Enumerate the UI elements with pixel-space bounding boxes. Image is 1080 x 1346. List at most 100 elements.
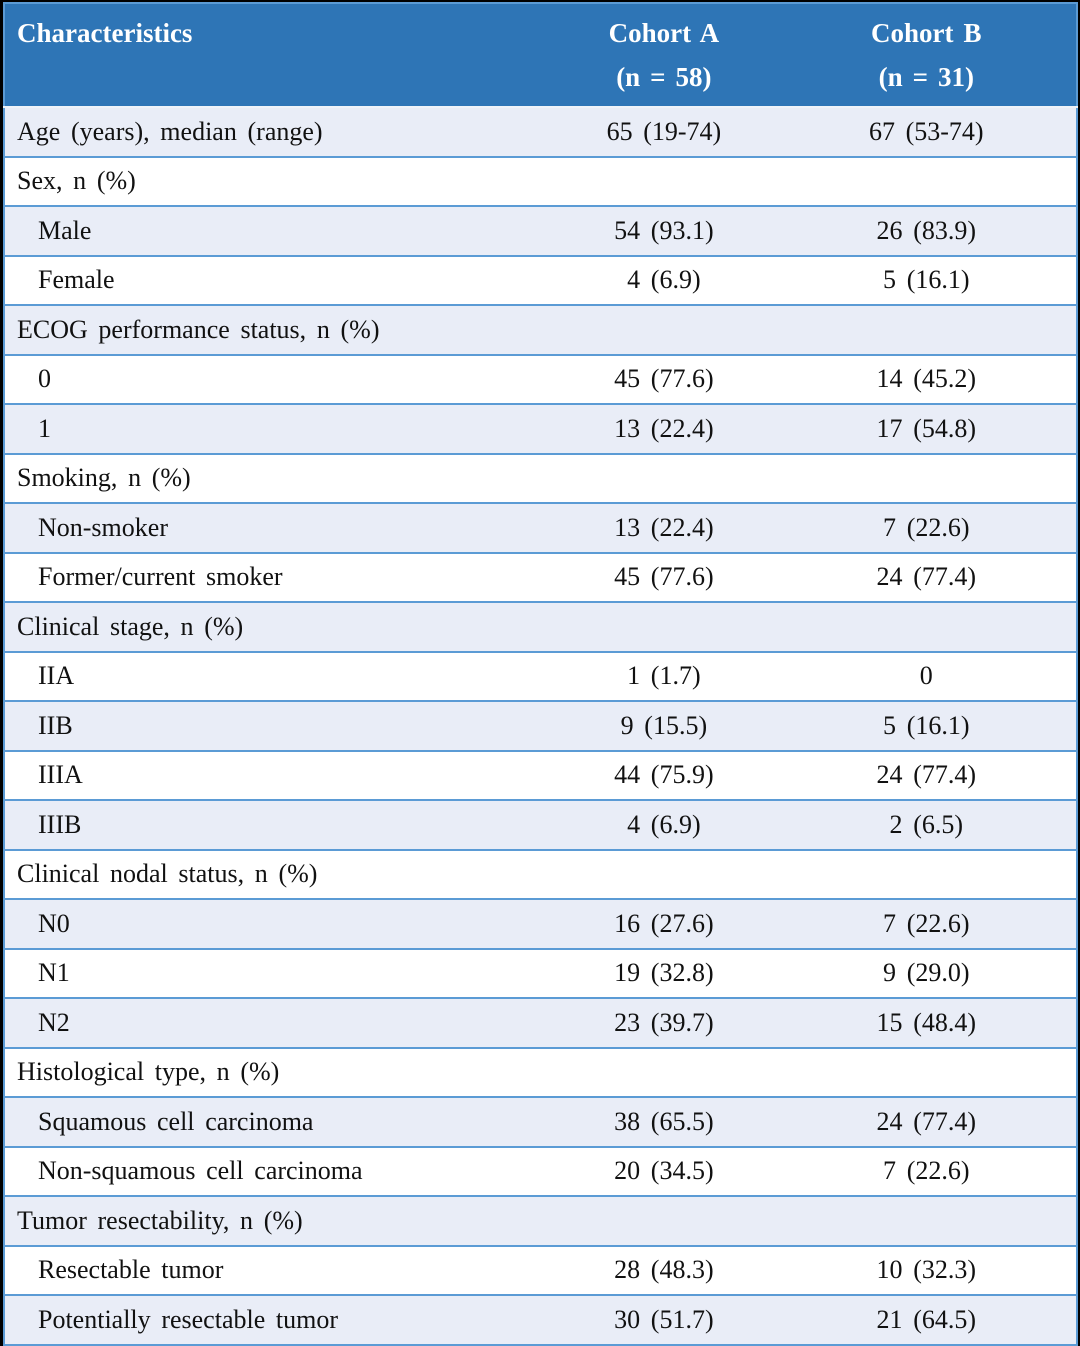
cohort-b-value: 10 (32.3) xyxy=(776,1244,1077,1295)
table-row: Non-smoker 13 (22.4) 7 (22.6) xyxy=(4,502,1077,553)
cohort-a-value xyxy=(551,304,777,355)
cohort-b-value: 7 (22.6) xyxy=(776,502,1077,553)
cohort-b-value xyxy=(776,1195,1077,1246)
row-label: Female xyxy=(4,254,552,305)
table-row: Smoking, n (%) xyxy=(4,452,1077,503)
cohort-b-value: 21 (64.5) xyxy=(776,1294,1077,1345)
column-header-characteristics-label: Characteristics xyxy=(17,18,193,48)
row-label: Former/current smoker xyxy=(4,551,552,602)
table-row: Non-squamous cell carcinoma 20 (34.5) 7 (2… xyxy=(4,1145,1077,1196)
cohort-b-value xyxy=(776,601,1077,652)
table-row: Former/current smoker 45 (77.6) 24 (77.4) xyxy=(4,551,1077,602)
table-row: N1 19 (32.8) 9 (29.0) xyxy=(4,947,1077,998)
table-row: Female 4 (6.9) 5 (16.1) xyxy=(4,254,1077,305)
table-row: Tumor resectability, n (%) xyxy=(4,1195,1077,1246)
cohort-a-value: 45 (77.6) xyxy=(551,353,777,404)
cohort-b-value: 24 (77.4) xyxy=(776,1096,1077,1147)
column-header-characteristics: Characteristics xyxy=(4,3,552,108)
cohort-a-value xyxy=(551,1046,777,1097)
row-label: Clinical stage, n (%) xyxy=(4,601,552,652)
table-row: Clinical stage, n (%) xyxy=(4,601,1077,652)
cohort-a-title: Cohort A xyxy=(608,18,720,48)
cohort-a-value: 28 (48.3) xyxy=(551,1244,777,1295)
cohort-a-value: 13 (22.4) xyxy=(551,403,777,454)
cohort-a-value: 1 (1.7) xyxy=(551,650,777,701)
cohort-a-value: 23 (39.7) xyxy=(551,997,777,1048)
cohort-b-n: (n = 31) xyxy=(878,62,974,92)
cohort-b-value: 15 (48.4) xyxy=(776,997,1077,1048)
cohort-a-n: (n = 58) xyxy=(616,62,712,92)
cohort-a-value: 19 (32.8) xyxy=(551,947,777,998)
cohort-a-value: 13 (22.4) xyxy=(551,502,777,553)
cohort-b-value xyxy=(776,452,1077,503)
table-row: 1 13 (22.4) 17 (54.8) xyxy=(4,403,1077,454)
row-label: Resectable tumor xyxy=(4,1244,552,1295)
row-label: Potentially resectable tumor xyxy=(4,1294,552,1345)
table-row: Resectable tumor 28 (48.3) 10 (32.3) xyxy=(4,1244,1077,1295)
cohort-a-value: 4 (6.9) xyxy=(551,799,777,850)
table-row: 0 45 (77.6) 14 (45.2) xyxy=(4,353,1077,404)
cohort-a-value: 54 (93.1) xyxy=(551,205,777,256)
cohort-a-value: 65 (19-74) xyxy=(551,106,777,157)
cohort-a-value: 30 (51.7) xyxy=(551,1294,777,1345)
cohort-b-value: 14 (45.2) xyxy=(776,353,1077,404)
row-label: Male xyxy=(4,205,552,256)
table-row: IIIB 4 (6.9) 2 (6.5) xyxy=(4,799,1077,850)
cohort-b-value: 7 (22.6) xyxy=(776,898,1077,949)
cohort-a-value: 16 (27.6) xyxy=(551,898,777,949)
row-label: Non-smoker xyxy=(4,502,552,553)
cohort-b-value: 26 (83.9) xyxy=(776,205,1077,256)
cohort-b-value xyxy=(776,304,1077,355)
cohort-a-value: 20 (34.5) xyxy=(551,1145,777,1196)
cohort-a-value: 9 (15.5) xyxy=(551,700,777,751)
row-label: Clinical nodal status, n (%) xyxy=(4,848,552,899)
cohort-a-value: 4 (6.9) xyxy=(551,254,777,305)
table-row: Histological type, n (%) xyxy=(4,1046,1077,1097)
cohort-b-value: 2 (6.5) xyxy=(776,799,1077,850)
row-label: IIIB xyxy=(4,799,552,850)
table-row: Sex, n (%) xyxy=(4,155,1077,206)
table-frame: Characteristics Cohort A (n = 58) Cohort… xyxy=(3,2,1078,1346)
row-label: N0 xyxy=(4,898,552,949)
table-row: IIA 1 (1.7) 0 xyxy=(4,650,1077,701)
cohort-b-value: 0 xyxy=(776,650,1077,701)
cohort-a-value xyxy=(551,601,777,652)
row-label: IIIA xyxy=(4,749,552,800)
characteristics-table: Characteristics Cohort A (n = 58) Cohort… xyxy=(3,2,1078,1346)
table-row: IIIA 44 (75.9) 24 (77.4) xyxy=(4,749,1077,800)
row-label: IIA xyxy=(4,650,552,701)
row-label: Age (years), median (range) xyxy=(4,106,552,157)
cohort-a-value: 45 (77.6) xyxy=(551,551,777,602)
column-header-cohort-b: Cohort B (n = 31) xyxy=(776,3,1077,108)
row-label: Non-squamous cell carcinoma xyxy=(4,1145,552,1196)
cohort-b-value xyxy=(776,155,1077,206)
table-row: ECOG performance status, n (%) xyxy=(4,304,1077,355)
cohort-b-value: 24 (77.4) xyxy=(776,749,1077,800)
table-row: Age (years), median (range) 65 (19-74) 67 … xyxy=(4,106,1077,157)
row-label: N2 xyxy=(4,997,552,1048)
table-row: N0 16 (27.6) 7 (22.6) xyxy=(4,898,1077,949)
table-row: Potentially resectable tumor 30 (51.7) 21 … xyxy=(4,1294,1077,1345)
row-label: N1 xyxy=(4,947,552,998)
table-row: Male 54 (93.1) 26 (83.9) xyxy=(4,205,1077,256)
table-row: IIB 9 (15.5) 5 (16.1) xyxy=(4,700,1077,751)
table-row: Squamous cell carcinoma 38 (65.5) 24 (77.4… xyxy=(4,1096,1077,1147)
row-label: Sex, n (%) xyxy=(4,155,552,206)
cohort-b-value: 17 (54.8) xyxy=(776,403,1077,454)
table-body: Age (years), median (range) 65 (19-74) 67 … xyxy=(4,106,1077,1345)
row-label: 0 xyxy=(4,353,552,404)
cohort-b-value xyxy=(776,1046,1077,1097)
cohort-b-value: 24 (77.4) xyxy=(776,551,1077,602)
row-label: Smoking, n (%) xyxy=(4,452,552,503)
cohort-b-value: 9 (29.0) xyxy=(776,947,1077,998)
cohort-a-value xyxy=(551,155,777,206)
row-label: ECOG performance status, n (%) xyxy=(4,304,552,355)
cohort-b-value: 67 (53-74) xyxy=(776,106,1077,157)
header-row: Characteristics Cohort A (n = 58) Cohort… xyxy=(4,3,1077,108)
cohort-a-value: 44 (75.9) xyxy=(551,749,777,800)
cohort-b-value: 5 (16.1) xyxy=(776,254,1077,305)
cohort-a-value xyxy=(551,848,777,899)
row-label: Histological type, n (%) xyxy=(4,1046,552,1097)
row-label: 1 xyxy=(4,403,552,454)
table-row: Clinical nodal status, n (%) xyxy=(4,848,1077,899)
